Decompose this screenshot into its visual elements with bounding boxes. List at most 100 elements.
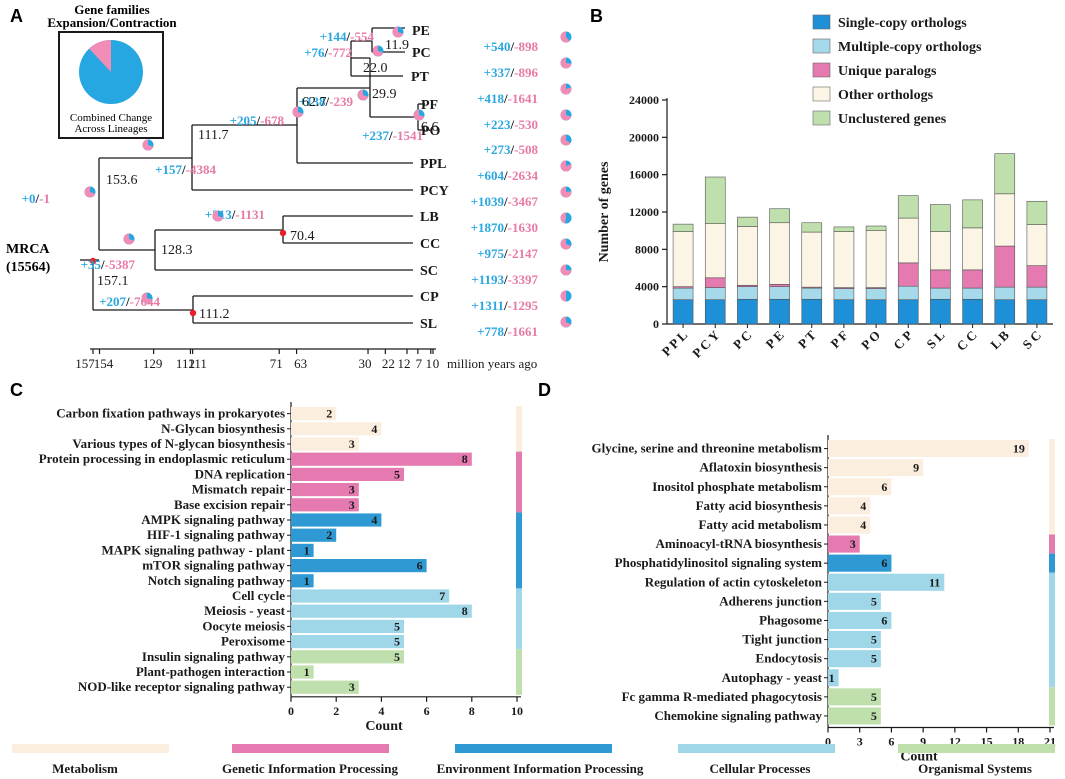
category-legend-label-genetic: Genetic Information Processing [222, 761, 398, 776]
leaf-contraction-sc: -3397 [508, 272, 539, 287]
node-age-0: 11.9 [385, 38, 409, 53]
chartD-bar-6 [828, 554, 892, 572]
root-label: MRCA [6, 242, 50, 257]
b-xtick-label-pe: P E [763, 328, 787, 352]
b-bar-sc-1 [1026, 286, 1048, 301]
chartC-xlabel: Count [365, 719, 403, 734]
leaf-pie-po [560, 134, 572, 146]
b-ytick-label-3: 12000 [629, 205, 659, 219]
b-legend-label-0: Single-copy orthologs [838, 16, 967, 31]
chartC-category-10: mTOR signaling pathway [142, 558, 285, 573]
leaf-slash: / [510, 39, 515, 54]
node-pie-7-contraction [123, 233, 135, 245]
chartD-bar-11 [828, 650, 881, 668]
chartC-category-1: N-Glycan biosynthesis [161, 421, 285, 436]
chartD-value-8: 5 [871, 594, 877, 608]
leaf-pie-pe [560, 31, 572, 43]
node-pie-6-contraction [212, 210, 224, 222]
node-slash: / [325, 94, 330, 109]
gene-families-subtitle: Expansion/Contraction [47, 15, 177, 30]
leaf-name-pcy: PCY [420, 184, 449, 199]
node-expansion-7: +35 [81, 257, 102, 272]
b-bar-lb-1 [994, 286, 1016, 301]
chartC-value-16: 5 [394, 650, 400, 664]
leaf-contraction-ppl: -2634 [508, 168, 539, 183]
b-xtick-label-pt: P T [795, 327, 819, 351]
chartD-category-1: Aflatoxin biosynthesis [700, 460, 822, 475]
leaf-expansion-lb: +1870 [471, 220, 504, 235]
b-bar-po-3 [865, 230, 887, 288]
b-ytick-label-6: 24000 [629, 93, 659, 107]
b-bar-pf-3 [833, 231, 855, 288]
b-bar-pt-3 [801, 231, 823, 288]
chartC-bar-9 [291, 543, 314, 557]
chartD-value-11: 5 [871, 652, 877, 666]
node-age-1: 22.0 [363, 61, 388, 76]
leaf-pie-cc-contraction [560, 238, 572, 250]
chartD-xtick-label-0: 0 [825, 735, 831, 749]
chartC-bar-15 [291, 635, 404, 649]
chartD-group-strip-cellular [1049, 572, 1055, 688]
inset-box [58, 31, 164, 139]
b-ytick-label-1: 4000 [635, 280, 659, 294]
node-pie-4-contraction [292, 106, 304, 118]
leaf-change-pf: +223/-530 [484, 117, 538, 132]
node-age-5: 111.7 [198, 128, 228, 143]
chartD-bar-14 [828, 707, 881, 725]
chartD-value-13: 5 [871, 690, 877, 704]
chartD-value-4: 4 [860, 518, 866, 532]
b-xtick-label-po: P O [858, 328, 883, 353]
node-expansion-8: +0 [22, 191, 36, 206]
b-bar-cp-1 [897, 285, 919, 301]
b-bar-sl-2 [930, 269, 951, 289]
chartC-value-3: 8 [462, 452, 468, 466]
b-legend-swatch-1 [812, 38, 831, 54]
b-xtick-label-ppl: P P L [659, 327, 691, 359]
b-bar-pf-4 [833, 226, 855, 232]
chartC-value-11: 1 [304, 574, 310, 588]
panel-label-a: A [10, 6, 23, 26]
time-tick-label-5: 71 [270, 356, 283, 371]
leaf-change-sl: +778/-1661 [477, 324, 538, 339]
b-bar-pc-4 [737, 216, 758, 227]
leaf-change-cp: +1311/-1295 [471, 298, 538, 313]
chartC-category-0: Carbon fixation pathways in prokaryotes [56, 406, 285, 421]
chartD-value-6: 6 [881, 556, 887, 570]
chartD-category-11: Endocytosis [756, 651, 822, 666]
chartC-group-strip-environment [516, 512, 522, 589]
chartD-bar-7 [828, 573, 945, 591]
leaf-contraction-pf: -530 [514, 117, 538, 132]
leaf-pie-sc-contraction [560, 264, 572, 276]
chartC-value-6: 3 [349, 498, 355, 512]
chartC-category-15: Peroxisome [221, 634, 285, 649]
b-bar-pt-0 [801, 298, 823, 325]
category-legend-label-metabolism: Metabolism [52, 761, 118, 776]
b-legend-swatch-4 [812, 110, 831, 126]
node-age-8: 153.6 [106, 173, 138, 188]
chartD-xtick-label-1: 3 [857, 735, 863, 749]
chartD-bar-4 [828, 516, 871, 534]
chartC-bar-17 [291, 665, 314, 679]
node-change-0: +144/-554 [320, 29, 375, 44]
leaf-name-cc: CC [420, 237, 440, 252]
b-xtick-label-pc: P C [730, 328, 755, 353]
leaf-expansion-pe: +540 [484, 39, 511, 54]
category-legend-label-cellular: Cellular Processes [710, 761, 811, 776]
leaf-slash: / [503, 246, 508, 261]
b-legend-label-2: Unique paralogs [838, 64, 937, 79]
category-legend-swatch-organismal [898, 744, 1055, 753]
chartC-value-10: 6 [417, 559, 423, 573]
leaf-name-ppl: PPL [420, 157, 446, 172]
node-pie-5 [142, 139, 154, 151]
leaf-pie-pcy [560, 186, 572, 198]
chartC-xtick-label-3: 6 [424, 704, 430, 718]
leaf-expansion-pc: +337 [484, 65, 511, 80]
leaf-change-sc: +1193/-3397 [471, 272, 538, 287]
leaf-pie-sc [560, 264, 572, 276]
node-contraction-4: -678 [260, 113, 284, 128]
inset-caption-line1: Combined Change [70, 112, 152, 124]
node-slash: / [256, 113, 261, 128]
leaf-pie-pt [560, 83, 572, 95]
chartC-value-17: 1 [304, 665, 310, 679]
node-pie-5-contraction [142, 139, 154, 151]
